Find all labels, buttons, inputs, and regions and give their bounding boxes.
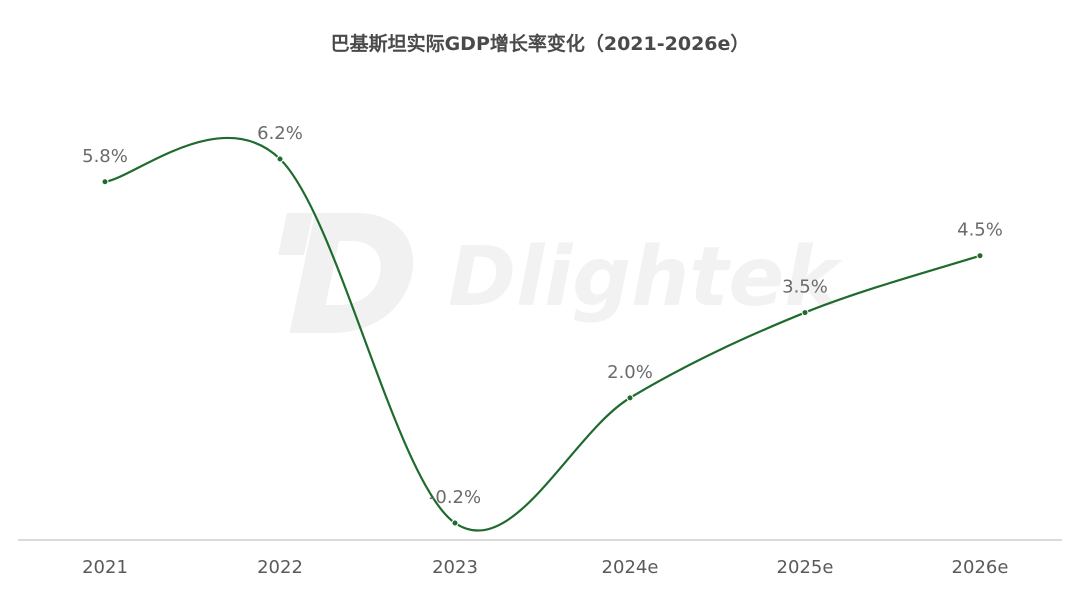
x-tick-label-2021: 2021: [82, 557, 128, 578]
x-tick-labels: 2021 2022 2023 2024e 2025e 2026e: [82, 557, 1008, 578]
watermark-logo-icon: [278, 213, 414, 333]
watermark: Dlightek: [278, 213, 843, 333]
x-tick-label-2025e: 2025e: [777, 557, 834, 578]
data-label-2024e: 2.0%: [607, 362, 653, 383]
data-point-2023: [451, 519, 459, 527]
chart-title: 巴基斯坦实际GDP增长率变化（2021-2026e）: [331, 32, 750, 55]
x-tick-label-2023: 2023: [432, 557, 478, 578]
data-labels: 5.8% 6.2% -0.2% 2.0% 3.5% 4.5%: [82, 123, 1003, 508]
watermark-text: Dlightek: [448, 230, 843, 325]
data-point-2022: [276, 155, 284, 163]
data-point-2026e: [976, 252, 984, 260]
series-line: [103, 136, 982, 532]
data-points: [101, 155, 984, 527]
data-point-2021: [101, 178, 109, 186]
data-label-2023: -0.2%: [429, 487, 481, 508]
x-tick-label-2024e: 2024e: [602, 557, 659, 578]
data-point-2025e: [801, 309, 809, 317]
data-label-2025e: 3.5%: [782, 277, 828, 298]
data-point-2024e: [626, 394, 634, 402]
data-label-2026e: 4.5%: [957, 220, 1003, 241]
x-tick-label-2026e: 2026e: [952, 557, 1009, 578]
data-label-2022: 6.2%: [257, 123, 303, 144]
data-label-2021: 5.8%: [82, 146, 128, 167]
x-tick-label-2022: 2022: [257, 557, 303, 578]
